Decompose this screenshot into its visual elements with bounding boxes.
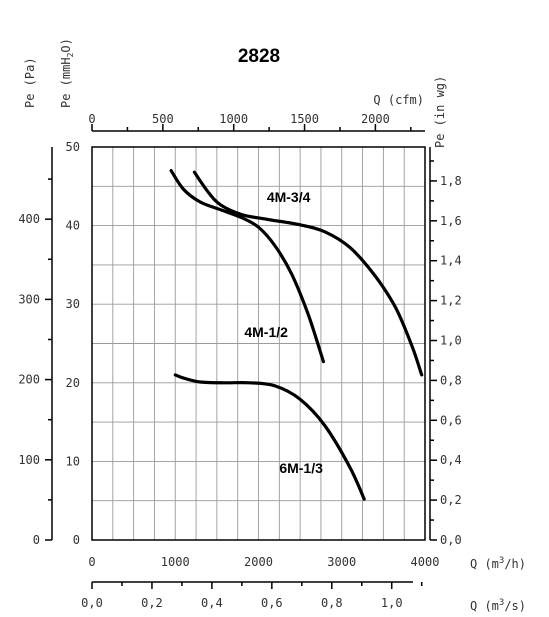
y-inwg-tick-label: 0,6 [440, 413, 462, 427]
y-inwg-tick-label: 0,2 [440, 493, 462, 507]
y-pa-axis-label: Pe (Pa) [23, 57, 37, 108]
y-primary-tick-label: 30 [66, 297, 80, 311]
x-primary-tick-label: 2000 [244, 555, 273, 569]
y-inwg-tick-label: 1,6 [440, 214, 462, 228]
y-pa-tick-label: 0 [33, 533, 40, 547]
x-primary-tick-label: 1000 [161, 555, 190, 569]
y-inwg-tick-label: 0,8 [440, 373, 462, 387]
y-inwg-tick-label: 1,0 [440, 334, 462, 348]
x-bottom-tick-label: 0,0 [81, 596, 103, 610]
y-primary-tick-label: 10 [66, 454, 80, 468]
x-bottom-tick-label: 0,4 [201, 596, 223, 610]
y-pa-tick-label: 400 [18, 212, 40, 226]
y-primary-tick-label: 0 [73, 533, 80, 547]
axes-group [45, 124, 437, 589]
curve-label-4m-3-4: 4M-3/4 [267, 189, 311, 205]
y-mmh2o-axis-label: Pe (mmH2O) [59, 38, 75, 108]
x-primary-tick-label: 0 [88, 555, 95, 569]
curve-4m-1-2 [169, 169, 325, 364]
y-pa-tick-label: 200 [18, 373, 40, 387]
x-top-tick-label: 1500 [290, 112, 319, 126]
x-primary-axis-label: Q (m3/h) [470, 556, 526, 571]
y-inwg-tick-label: 0,4 [440, 453, 462, 467]
x-primary-tick-label: 4000 [411, 555, 440, 569]
curve-label-6m-1-3: 6M-1/3 [279, 460, 323, 476]
y-inwg-tick-label: 1,4 [440, 254, 462, 268]
y-pa-tick-label: 300 [18, 292, 40, 306]
x-bottom-axis-label: Q (m3/s) [470, 598, 526, 613]
x-top-tick-label: 0 [88, 112, 95, 126]
y-inwg-axis-label: Pe (in wg) [433, 76, 447, 148]
chart-title: 2828 [238, 46, 280, 67]
y-primary-tick-label: 50 [66, 140, 80, 154]
x-bottom-tick-label: 1,0 [381, 596, 403, 610]
x-top-tick-label: 500 [152, 112, 174, 126]
y-primary-tick-label: 40 [66, 219, 80, 233]
x-bottom-tick-label: 0,6 [261, 596, 283, 610]
plot-grid [91, 146, 426, 541]
y-primary-tick-label: 20 [66, 376, 80, 390]
x-top-axis-label: Q (cfm) [373, 93, 424, 107]
curves-group [169, 169, 424, 501]
x-top-tick-label: 1000 [219, 112, 248, 126]
y-pa-tick-label: 100 [18, 453, 40, 467]
x-primary-tick-label: 3000 [327, 555, 356, 569]
y-inwg-tick-label: 0,0 [440, 533, 462, 547]
curve-4m-3-4 [192, 170, 424, 377]
x-top-tick-label: 2000 [361, 112, 390, 126]
y-inwg-tick-label: 1,2 [440, 294, 462, 308]
curve-6m-1-3 [173, 373, 366, 501]
plot-frame [91, 146, 426, 541]
x-bottom-tick-label: 0,8 [321, 596, 343, 610]
curve-labels-group: 4M-3/4 4M-1/2 6M-1/3 [244, 189, 323, 476]
x-bottom-tick-label: 0,2 [141, 596, 163, 610]
curve-label-4m-1-2: 4M-1/2 [244, 324, 288, 340]
y-inwg-tick-label: 1,8 [440, 174, 462, 188]
